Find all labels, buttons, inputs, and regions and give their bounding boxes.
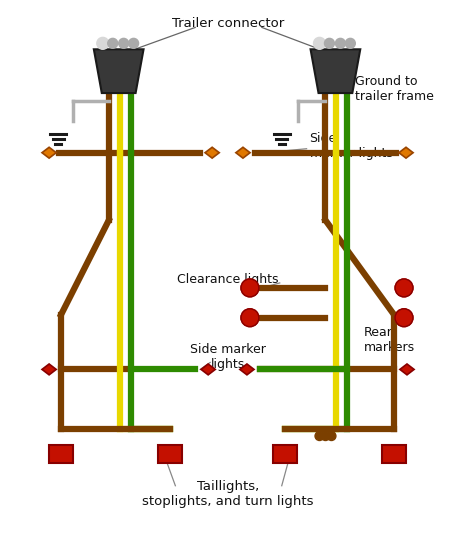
Circle shape: [241, 279, 259, 297]
Circle shape: [346, 38, 356, 48]
Circle shape: [241, 309, 259, 327]
Text: Ground to
trailer frame: Ground to trailer frame: [356, 75, 434, 103]
Polygon shape: [42, 364, 56, 375]
Circle shape: [128, 38, 138, 48]
Circle shape: [315, 432, 324, 440]
Bar: [382, 445, 406, 463]
Circle shape: [97, 37, 109, 49]
Text: Taillights,
stoplights, and turn lights: Taillights, stoplights, and turn lights: [142, 480, 314, 507]
Polygon shape: [236, 147, 250, 158]
Text: Side
marker lights: Side marker lights: [310, 132, 392, 160]
Polygon shape: [310, 49, 360, 93]
Circle shape: [321, 432, 330, 440]
Circle shape: [108, 38, 118, 48]
Text: Side marker
lights: Side marker lights: [190, 344, 266, 372]
Circle shape: [313, 37, 326, 49]
Circle shape: [325, 38, 335, 48]
Polygon shape: [400, 364, 414, 375]
Bar: [158, 445, 182, 463]
Circle shape: [395, 309, 413, 327]
Text: Trailer connector: Trailer connector: [172, 17, 284, 30]
Polygon shape: [240, 364, 254, 375]
Text: Rear
markers: Rear markers: [364, 326, 415, 354]
Circle shape: [336, 38, 346, 48]
Text: Clearance lights: Clearance lights: [177, 273, 279, 286]
Circle shape: [327, 432, 336, 440]
Polygon shape: [201, 364, 215, 375]
Polygon shape: [205, 147, 219, 158]
Polygon shape: [399, 147, 413, 158]
Polygon shape: [42, 147, 56, 158]
Circle shape: [395, 279, 413, 297]
Bar: [49, 445, 73, 463]
Bar: [273, 445, 297, 463]
Polygon shape: [94, 49, 144, 93]
Circle shape: [118, 38, 128, 48]
